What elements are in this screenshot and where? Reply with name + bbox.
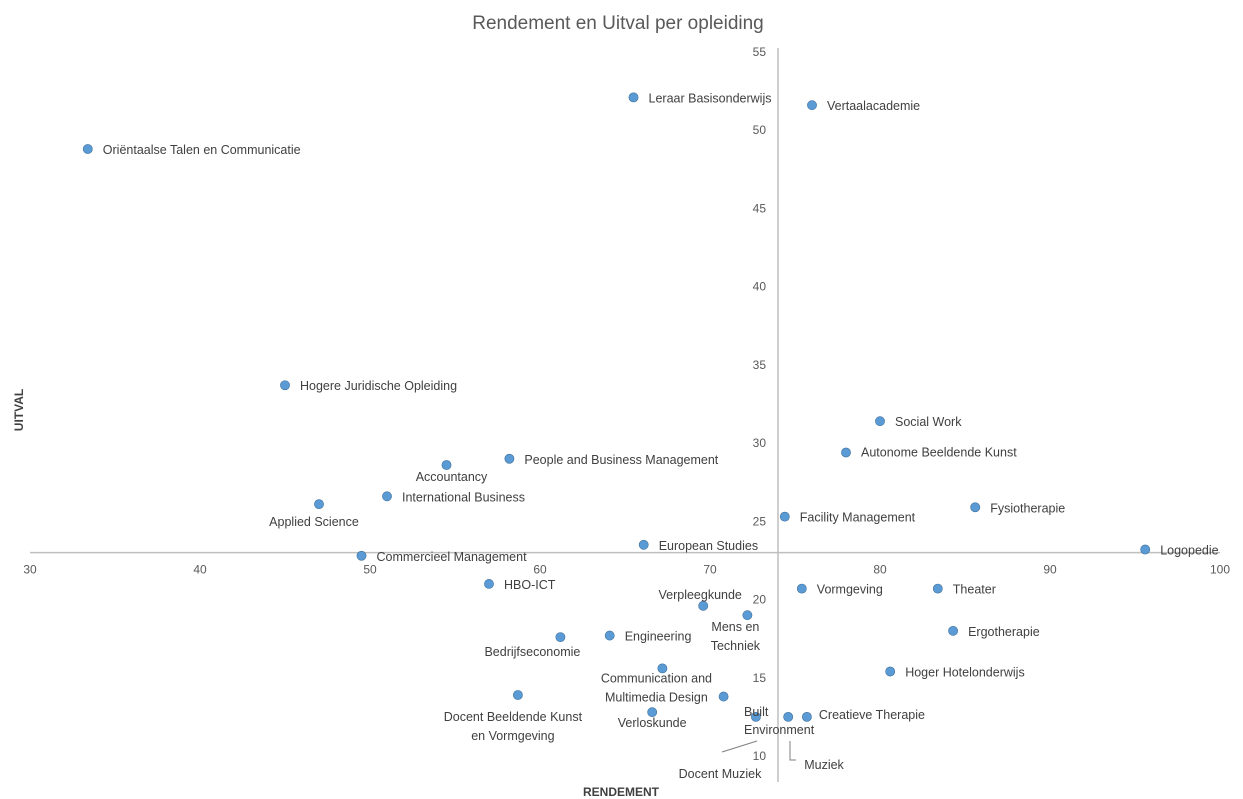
data-point [82,144,93,154]
data-label: Verloskunde [618,716,687,730]
data-label: Creatieve Therapie [819,708,925,722]
y-tick-label: 15 [753,671,767,685]
data-point [751,711,761,722]
data-point [718,691,729,702]
data-label: Social Work [895,415,962,429]
x-tick-label: 40 [193,563,207,577]
data-point [796,583,807,594]
data-point [638,539,649,550]
x-tick-label: 90 [1043,563,1057,577]
data-point [280,380,290,391]
x-tick-label: 100 [1210,563,1230,577]
y-tick-label: 55 [753,45,767,59]
data-label: Leraar Basisonderwijs [649,91,772,105]
x-axis-title: RENDEMENT [583,785,660,799]
data-point [970,502,981,513]
data-label: International Business [402,490,525,504]
data-point [382,491,392,502]
data-label: People and Business Management [524,453,718,467]
x-tick-label: 50 [363,563,377,577]
x-tick-label: 70 [703,563,717,577]
data-label: Communication and [601,671,712,685]
data-point [504,453,515,464]
data-point [885,666,896,677]
data-label: Commercieel Management [377,550,528,564]
x-tick-label: 60 [533,563,547,577]
data-label: Vertaalacademie [827,99,920,113]
data-point [948,625,958,636]
leader-lines [721,740,796,761]
data-label: Applied Science [269,515,359,529]
data-point [1140,544,1151,555]
data-label: Theater [953,583,996,597]
data-label: Facility Management [800,511,916,525]
axes: 30 40 50 60 70 80 90 100 10 15 20 25 30 35 40 45 50 55 [23,45,1230,782]
data-point [698,600,709,611]
data-label: Hogere Juridische Opleiding [300,379,457,393]
data-point [604,630,615,641]
data-label: Autonome Beeldende Kunst [861,445,1017,459]
data-points [82,92,1151,722]
data-label: Fysiotherapie [990,501,1065,515]
data-label: HBO-ICT [504,578,556,592]
data-label: Oriëntaalse Talen en Communicatie [103,143,301,157]
y-tick-label: 10 [753,749,767,763]
data-label: Docent Beeldende Kunst [444,710,583,724]
data-label: Accountancy [416,470,488,484]
data-label: Engineering [625,630,692,644]
data-point [513,690,523,700]
leader-line [721,740,758,753]
leader-line [789,741,796,761]
data-point [932,583,943,594]
chart-title: Rendement en Uitval per opleiding [472,13,764,34]
data-point [841,447,851,458]
data-label: Techniek [711,639,761,653]
data-label: Vormgeving [817,583,883,597]
x-tick-label: 80 [873,563,887,577]
data-point [628,92,639,103]
data-point [742,610,753,621]
data-point [441,460,452,470]
data-point [356,550,367,561]
y-tick-label: 50 [753,123,767,137]
y-tick-label: 20 [753,593,767,607]
y-axis-title: UITVAL [12,389,26,431]
data-label: Built [744,705,769,719]
data-label: en Vormgeving [471,729,554,743]
data-point [783,711,794,722]
data-label: Logopedie [1160,543,1218,557]
data-label: Multimedia Design [605,690,708,704]
data-label: European Studies [659,539,758,553]
y-tick-label: 45 [753,201,767,215]
data-label: Bedrijfseconomie [484,645,580,659]
data-point [555,632,566,643]
y-tick-label: 30 [753,436,767,450]
data-label: Muziek [804,758,844,772]
data-point [779,511,790,522]
data-point [314,499,324,510]
data-point [657,663,668,674]
data-label: Hoger Hotelonderwijs [905,666,1025,680]
data-label: Docent Muziek [679,767,762,781]
data-point [647,707,658,718]
data-point [484,579,494,589]
data-point [807,100,817,111]
data-point [875,416,885,427]
data-label: Ergotherapie [968,625,1040,639]
data-label: Environment [744,723,815,737]
y-tick-label: 40 [753,280,767,294]
data-label: Verpleegkunde [658,588,741,602]
data-labels: Oriëntaalse Talen en Communicatie Leraar … [103,91,1219,781]
x-tick-label: 30 [23,563,37,577]
data-label: Mens en [711,620,759,634]
y-tick-label: 35 [753,358,767,372]
data-point [802,711,812,722]
y-tick-label: 25 [753,514,767,528]
